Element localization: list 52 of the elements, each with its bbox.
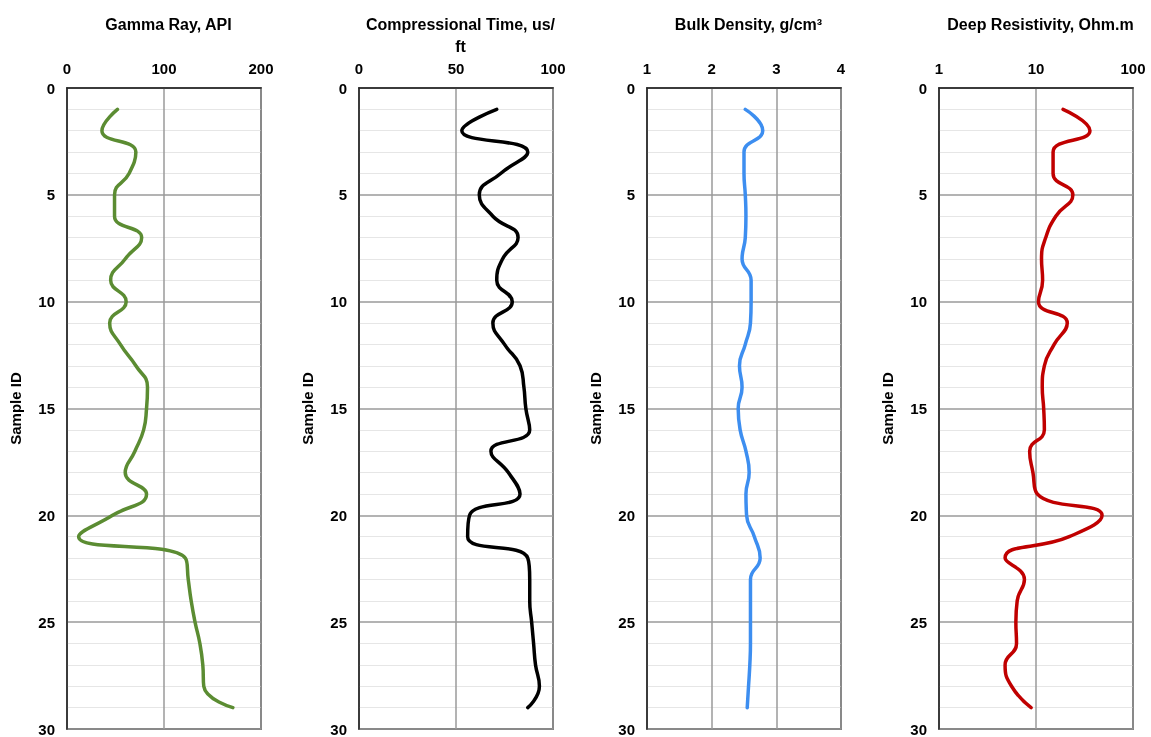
y-tick-label: 20 bbox=[910, 506, 927, 524]
y-tick-label: 30 bbox=[38, 720, 55, 737]
y-tick-label: 0 bbox=[338, 79, 347, 97]
y-tick-label: 10 bbox=[330, 293, 347, 311]
chart-title: Gamma Ray, API bbox=[105, 15, 232, 33]
y-tick-label: 10 bbox=[910, 293, 927, 311]
x-tick-label: 200 bbox=[248, 60, 274, 77]
y-tick-label: 25 bbox=[38, 613, 55, 631]
y-tick-label: 5 bbox=[46, 186, 55, 204]
chart-title: Bulk Density, g/cm³ bbox=[674, 15, 823, 33]
y-tick-label: 10 bbox=[618, 293, 635, 311]
y-tick-label: 0 bbox=[46, 79, 55, 97]
y-axis-title: Sample ID bbox=[7, 372, 24, 445]
y-tick-label: 0 bbox=[918, 79, 927, 97]
y-tick-label: 30 bbox=[330, 720, 347, 737]
x-tick-label: 0 bbox=[62, 60, 72, 77]
x-tick-label: 1 bbox=[642, 60, 652, 77]
y-tick-label: 5 bbox=[338, 186, 347, 204]
x-tick-label: 10 bbox=[1027, 60, 1045, 77]
chart-title: Compressional Time, us/ft bbox=[365, 15, 556, 55]
y-axis-title: Sample ID bbox=[299, 372, 316, 445]
y-tick-label: 25 bbox=[618, 613, 635, 631]
x-tick-label: 0 bbox=[354, 60, 364, 77]
y-tick-label: 15 bbox=[330, 400, 347, 417]
y-tick-label: 15 bbox=[910, 400, 927, 417]
x-tick-label: 3 bbox=[772, 60, 781, 77]
y-tick-label: 20 bbox=[38, 506, 55, 524]
y-tick-label: 5 bbox=[918, 186, 927, 204]
line-series bbox=[736, 107, 765, 710]
y-tick-label: 25 bbox=[330, 613, 347, 631]
y-tick-label: 20 bbox=[618, 506, 635, 524]
y-tick-label: 30 bbox=[910, 720, 927, 737]
line-series bbox=[460, 107, 542, 710]
chart-title: Deep Resistivity, Ohm.m bbox=[947, 15, 1134, 33]
y-tick-label: 5 bbox=[626, 186, 635, 204]
y-tick-label: 25 bbox=[910, 613, 927, 631]
y-axis-title: Sample ID bbox=[879, 372, 896, 445]
y-axis-title: Sample ID bbox=[587, 372, 604, 445]
x-tick-label: 50 bbox=[447, 60, 465, 77]
y-tick-label: 15 bbox=[38, 400, 55, 417]
y-tick-label: 30 bbox=[618, 720, 635, 737]
x-tick-label: 100 bbox=[540, 60, 566, 77]
y-tick-label: 10 bbox=[38, 293, 55, 311]
line-series bbox=[76, 107, 235, 710]
x-tick-label: 100 bbox=[1120, 60, 1146, 77]
y-tick-label: 15 bbox=[618, 400, 635, 417]
x-tick-label: 1 bbox=[934, 60, 944, 77]
x-tick-label: 2 bbox=[707, 60, 716, 77]
x-tick-label: 4 bbox=[836, 60, 846, 77]
y-tick-label: 0 bbox=[626, 79, 635, 97]
x-tick-label: 100 bbox=[151, 60, 177, 77]
y-tick-label: 20 bbox=[330, 506, 347, 524]
